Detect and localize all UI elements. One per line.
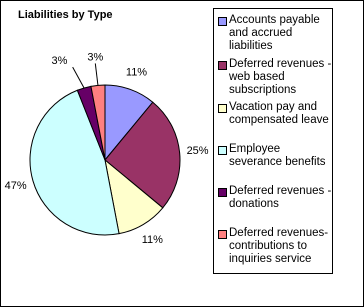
leader-line: [72, 66, 85, 89]
leader-line: [94, 63, 99, 86]
pie-slice: [90, 84, 106, 161]
pie-slice: [29, 89, 120, 236]
legend-label: Vacation pay and compensated leave: [229, 101, 329, 126]
legend-label: Deferred revenues - donations: [229, 185, 332, 210]
legend-swatch: [218, 230, 227, 239]
legend-label: Accounts payable and accrued liabilities: [229, 14, 320, 52]
data-label: 3%: [87, 51, 103, 63]
legend-swatch: [218, 61, 227, 70]
legend-swatch: [218, 188, 227, 197]
legend-swatch: [218, 146, 227, 155]
data-label: 25%: [187, 145, 209, 157]
pie-slice: [104, 101, 181, 209]
chart-title: Liabilities by Type: [18, 9, 113, 21]
legend-label: Deferred revenues-contributions to inqui…: [229, 227, 329, 265]
legend-swatch: [218, 17, 227, 26]
data-label: 11%: [126, 66, 147, 78]
data-label: 47%: [5, 180, 27, 192]
legend: Accounts payable and accrued liabilities…: [213, 8, 333, 274]
data-label: 11%: [142, 234, 163, 246]
legend-label: Employee severance benefits: [229, 143, 326, 168]
legend-label: Deferred revenues -web based subscriptio…: [229, 58, 332, 96]
legend-swatch: [218, 104, 227, 113]
data-label: 3%: [52, 55, 68, 67]
